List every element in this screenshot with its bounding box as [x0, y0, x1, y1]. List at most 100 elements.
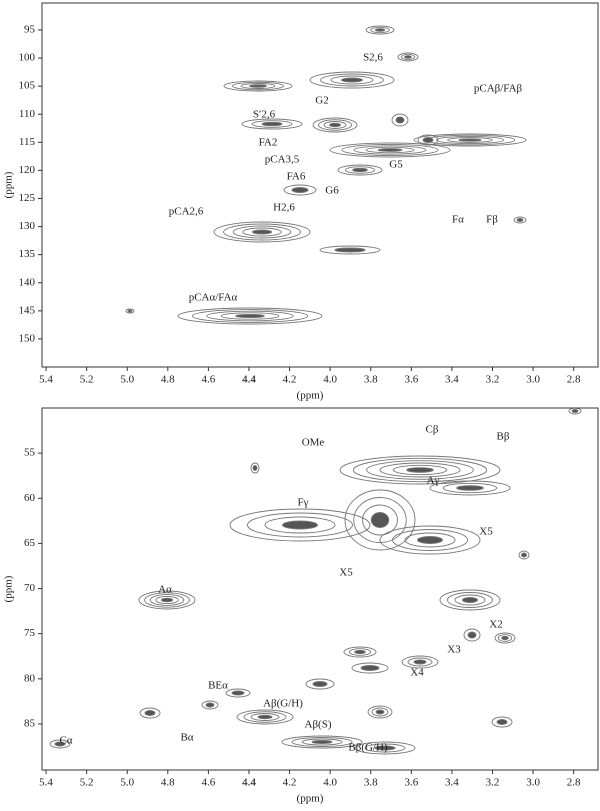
- contour: [232, 81, 284, 91]
- peak-label: OMe: [302, 437, 325, 449]
- peak-label: Cβ: [426, 424, 439, 436]
- contour: [309, 71, 395, 89]
- contour: [281, 735, 363, 749]
- contour: [247, 512, 353, 538]
- x-tick-label: 3.4: [445, 777, 459, 789]
- contour: [422, 137, 434, 143]
- x-axis-label: (ppm): [297, 390, 324, 402]
- contour: [491, 716, 513, 728]
- peak-label: pCA3,5: [265, 154, 300, 166]
- contour: [400, 53, 416, 61]
- contour: [291, 737, 353, 747]
- contour: [319, 245, 381, 255]
- contour: [341, 77, 363, 83]
- contour: [49, 739, 71, 749]
- contour: [513, 216, 527, 224]
- y-tick-label: 145: [19, 304, 36, 316]
- contour: [250, 713, 280, 721]
- contour: [305, 678, 335, 690]
- contour: [447, 137, 493, 143]
- contour: [462, 597, 478, 603]
- contour: [377, 148, 403, 152]
- contour: [343, 646, 377, 658]
- y-tick-label: 150: [19, 332, 36, 344]
- contour: [127, 309, 133, 313]
- peak-label: Fγ: [298, 497, 309, 509]
- contour: [417, 536, 443, 544]
- contour: [283, 184, 317, 196]
- contour: [496, 719, 508, 725]
- contour: [352, 457, 488, 483]
- peak-label: X4: [410, 667, 424, 679]
- y-tick-label: 70: [24, 582, 36, 594]
- peak-label: pCAβ/FAβ: [474, 83, 523, 95]
- contour: [205, 702, 215, 708]
- contour: [379, 462, 461, 478]
- contour: [494, 632, 516, 644]
- y-tick-label: 65: [24, 537, 36, 549]
- x-tick-label: 4.6: [202, 374, 216, 386]
- contour: [521, 552, 527, 558]
- contour: [344, 166, 376, 174]
- peak-label: G2: [315, 95, 328, 107]
- contour: [404, 55, 412, 59]
- contour: [374, 745, 396, 751]
- peak-label: FA6: [287, 171, 306, 183]
- contour: [177, 307, 323, 325]
- x-tick-label: 4.8: [161, 777, 175, 789]
- contour: [365, 146, 415, 154]
- x-tick-label: 2.8: [567, 777, 581, 789]
- y-tick-label: 100: [19, 52, 36, 64]
- contour: [139, 707, 161, 719]
- y-tick-label: 85: [24, 717, 36, 729]
- peak-label: Bβ: [497, 431, 510, 443]
- x-tick-label: 4.4: [242, 777, 256, 789]
- contour: [241, 118, 303, 130]
- x-tick-label: 3.2: [486, 374, 500, 386]
- y-tick-label: 60: [24, 492, 36, 504]
- panel: 5.4 5.2 5.0 4.8 4.6 4.4 4.2 4.0 3.8 3.64.4 3.4 3.2 3…: [3, 2, 599, 402]
- peak-label: G5: [389, 159, 403, 171]
- contour: [392, 464, 448, 476]
- peak-label: Aβ(G/H): [263, 698, 303, 710]
- y-tick-label: 75: [24, 627, 36, 639]
- x-tick-label: 5.0: [120, 374, 134, 386]
- contour: [374, 28, 386, 32]
- contour: [323, 121, 347, 129]
- plot-frame: [41, 407, 599, 771]
- contour: [329, 122, 341, 128]
- panel: 5.4 5.2 5.0 4.8 4.6 4.4 4.2 4.0 3.8 3.64.4 3.4 3.2 3…: [3, 407, 599, 805]
- contour: [370, 512, 390, 528]
- contour: [442, 482, 498, 494]
- contour: [261, 121, 283, 127]
- x-tick-label: 4.2: [283, 777, 297, 789]
- contour: [223, 223, 301, 241]
- contour: [365, 25, 395, 35]
- contour: [341, 143, 439, 157]
- contour: [353, 497, 407, 543]
- y-tick-label: 130: [19, 220, 36, 232]
- peak-label: S2,6: [363, 52, 383, 64]
- x-tick-label: 2.8: [567, 374, 581, 386]
- peak-label: Cα: [59, 735, 72, 747]
- x-tick-label: 5.4: [39, 777, 53, 789]
- x-tick-label: 5.2: [80, 777, 94, 789]
- contour: [571, 409, 579, 413]
- contour: [339, 455, 501, 485]
- contour: [447, 592, 493, 608]
- contour: [213, 221, 311, 243]
- contour: [149, 594, 185, 606]
- y-tick-label: 55: [24, 447, 36, 459]
- contour: [240, 83, 276, 89]
- peak-label: Aα: [158, 584, 172, 596]
- contour: [311, 740, 333, 744]
- contour: [375, 709, 385, 715]
- contour: [397, 52, 419, 62]
- contour: [406, 467, 434, 473]
- contour: [243, 711, 287, 723]
- contour: [236, 709, 294, 725]
- x-tick-label: 3.8: [364, 777, 378, 789]
- contour: [264, 516, 336, 534]
- y-axis-label: (ppm): [3, 171, 15, 198]
